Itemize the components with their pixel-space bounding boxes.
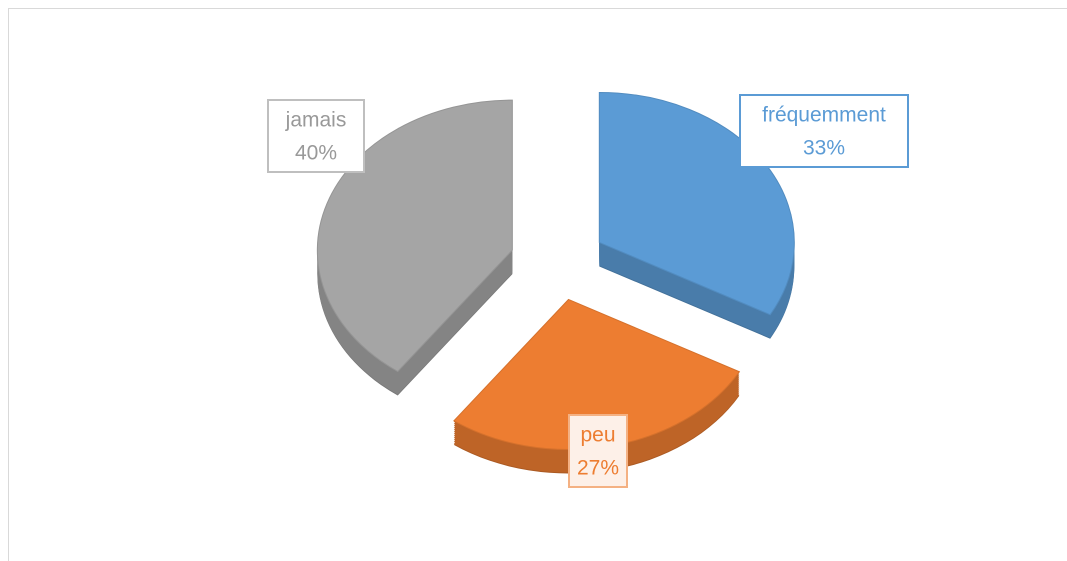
data-label-box (568, 414, 628, 488)
data-label-value: 40% (295, 142, 337, 165)
data-label-box (267, 99, 365, 173)
chart-frame (8, 8, 1067, 561)
data-label-value: 27% (577, 457, 619, 480)
data-label-category: peu (580, 424, 615, 447)
slice (316, 99, 513, 373)
data-label-box (739, 94, 909, 168)
data-label-category: jamais (285, 109, 347, 132)
data-label-category: fréquemment (762, 104, 886, 127)
data-label-value: 33% (803, 137, 845, 160)
